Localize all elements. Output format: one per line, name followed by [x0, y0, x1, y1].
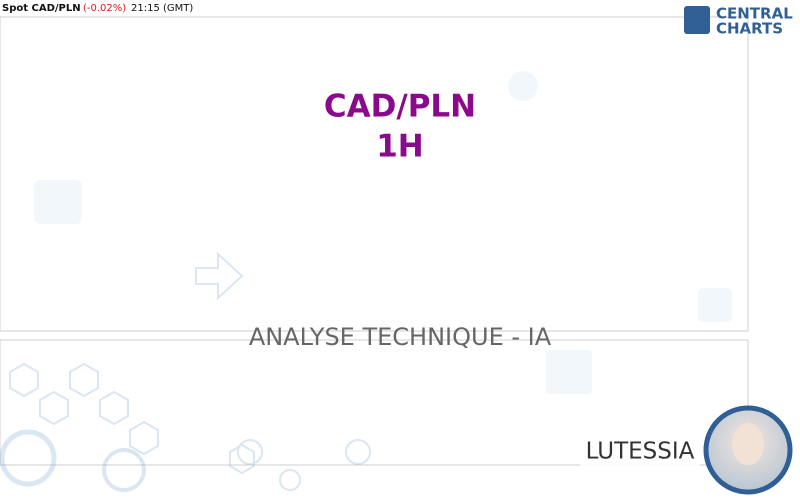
symbol: Spot CAD/PLN — [2, 3, 81, 14]
background — [0, 16, 749, 466]
icon-circle-arrow — [345, 439, 371, 465]
icon-circle-arrow — [237, 439, 263, 465]
timeframe: 1H — [376, 129, 424, 165]
icon-compass — [508, 71, 538, 101]
icon-doc — [546, 350, 592, 394]
icon-arrow — [195, 251, 244, 301]
overlay: Spot CAD/PLN (-0.02%) 21:15 (GMT) CENTRA… — [2, 3, 793, 495]
icon-circle-arrow — [0, 429, 57, 487]
brand: LUTESSIA — [586, 439, 695, 465]
icon-circle-arrow — [279, 469, 301, 491]
change: (-0.02%) — [83, 3, 126, 14]
logo-text: CHARTS — [716, 20, 783, 38]
icon-circle-arrow — [102, 448, 146, 492]
price-panel — [0, 16, 749, 332]
icon-trend — [698, 288, 732, 322]
logo-mark — [684, 6, 710, 34]
logo-text: CENTRAL — [716, 5, 793, 23]
icon-chart — [34, 180, 82, 224]
pair-title: CAD/PLN — [324, 89, 476, 125]
hexagons — [9, 362, 255, 475]
brand-bg — [580, 434, 700, 470]
time: 21:15 (GMT) — [131, 3, 193, 14]
banner: ANALYSE TECHNIQUE - IA — [249, 323, 552, 351]
avatar-face — [732, 423, 764, 465]
watermark — [0, 71, 732, 492]
